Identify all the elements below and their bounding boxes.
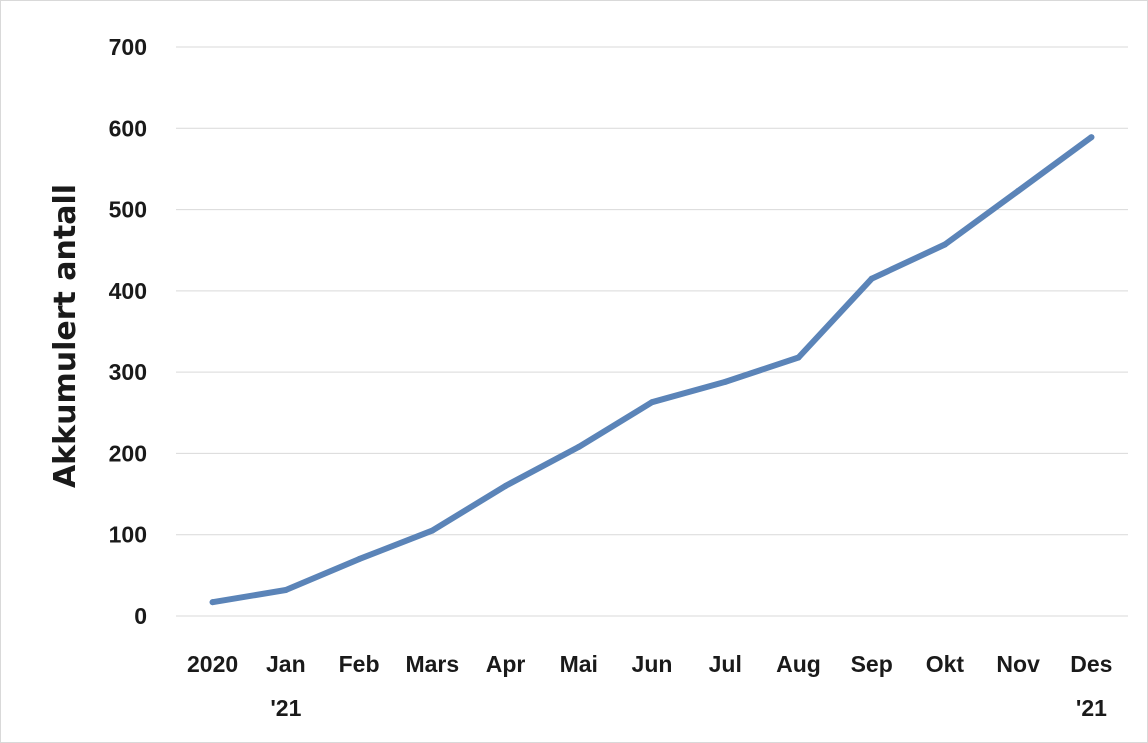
y-tick-label: 400 [109, 278, 147, 304]
y-tick-label: 500 [109, 197, 147, 223]
data-point [282, 586, 289, 593]
x-tick-label: Okt [926, 651, 965, 677]
x-tick-label: Feb [339, 651, 380, 677]
series-line [209, 134, 1095, 606]
x-tick-label: 2020 [187, 651, 238, 677]
y-tick-label: 300 [109, 359, 147, 385]
data-point [575, 443, 582, 450]
series-layer [209, 134, 1095, 606]
data-point [649, 399, 655, 406]
data-point [868, 275, 875, 282]
x-tick-label: Aug [776, 651, 821, 677]
x-tick-label: Jun [632, 651, 673, 677]
x-tick-label: Mai [560, 651, 598, 677]
y-axis-title: Akkumulert antall [48, 184, 83, 488]
x-axis-tick-labels: 2020 Jan '21 Feb Mars Apr Mai Jun Jul Aug Sep Okt No… [187, 651, 1112, 721]
x-tick-label: Apr [486, 651, 526, 677]
x-tick-label: Des [1070, 651, 1112, 677]
y-tick-label: 600 [109, 115, 147, 141]
data-point [795, 354, 802, 361]
data-point [1015, 187, 1022, 194]
x-tick-label: '21 [1076, 695, 1107, 721]
x-tick-label: Nov [996, 651, 1040, 677]
x-tick-label: Sep [851, 651, 893, 677]
x-tick-label: '21 [270, 695, 301, 721]
data-point [1088, 134, 1095, 141]
data-point [941, 241, 948, 248]
x-tick-label: Jan [266, 651, 306, 677]
y-tick-label: 0 [134, 603, 147, 629]
y-tick-label: 100 [109, 522, 147, 548]
x-tick-label: Jul [709, 651, 742, 677]
data-point [356, 556, 363, 563]
gridlines [176, 46, 1128, 617]
data-point [429, 527, 436, 534]
data-point [209, 599, 216, 606]
data-point [722, 378, 729, 385]
y-tick-label: 200 [109, 440, 147, 466]
y-axis-tick-labels: 0 100 200 300 400 500 600 700 [109, 34, 147, 629]
y-tick-label: 700 [109, 34, 147, 60]
x-tick-label: Mars [405, 651, 459, 677]
data-point [502, 482, 509, 489]
